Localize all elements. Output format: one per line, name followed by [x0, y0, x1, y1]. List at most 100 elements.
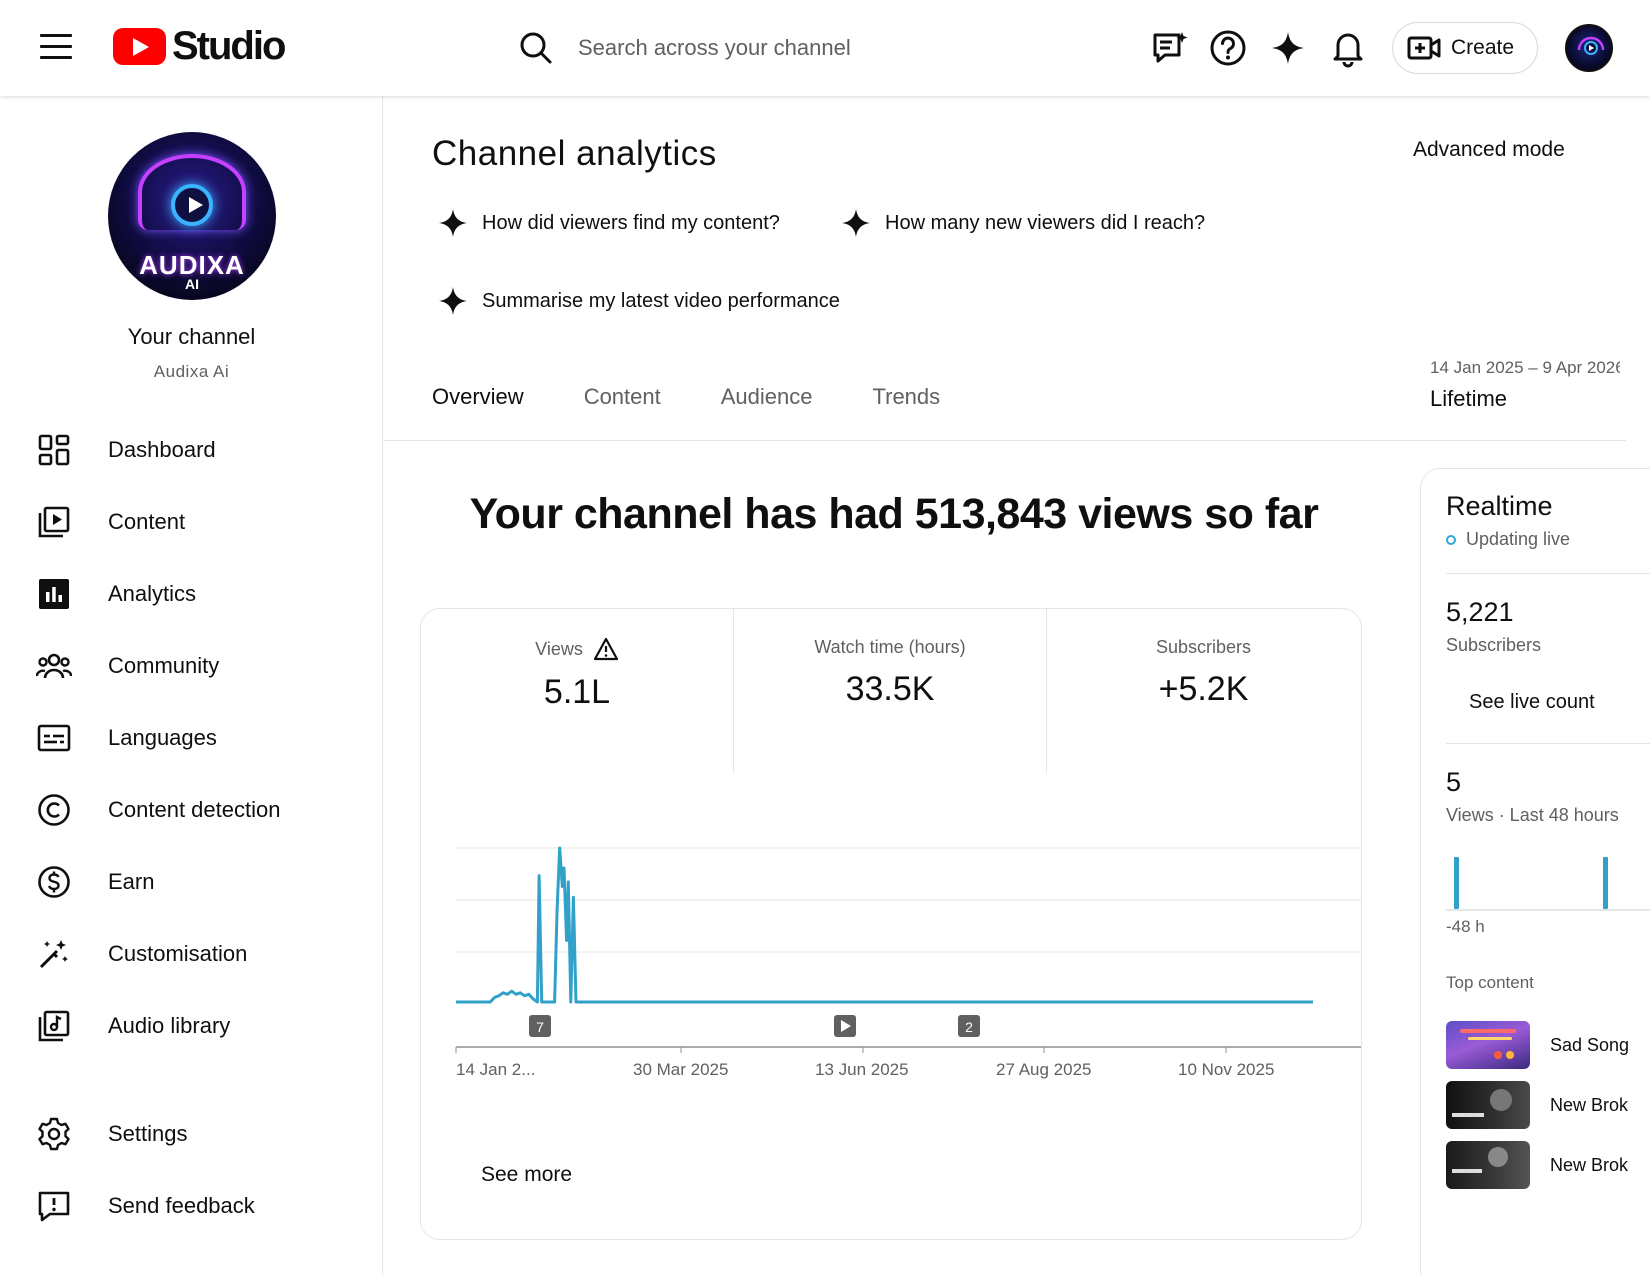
copyright-icon — [36, 792, 72, 828]
top-content-title: New Brok — [1550, 1094, 1629, 1115]
main-content: Channel analytics Advanced mode How did … — [384, 96, 1650, 1275]
help-icon[interactable] — [1208, 28, 1248, 68]
video-count-marker: 2 — [958, 1015, 980, 1037]
search-bar[interactable] — [518, 24, 998, 72]
channel-avatar[interactable]: AUDIXA AI — [108, 132, 276, 300]
ask-chip-new-viewers[interactable]: How many new viewers did I reach? — [841, 208, 1205, 238]
x-tick-label: 14 Jan 2... — [456, 1060, 535, 1079]
sidebar-item-settings[interactable]: Settings — [0, 1098, 383, 1170]
warning-icon — [593, 637, 618, 661]
date-range-text[interactable]: 14 Jan 2025 – 9 Apr 2026 — [1430, 358, 1620, 377]
views-headline: Your channel has had 513,843 views so fa… — [469, 490, 1319, 538]
top-content-title: Sad Song — [1550, 1034, 1630, 1055]
top-content-item[interactable]: New Brok — [1446, 1081, 1650, 1129]
page-title: Channel analytics — [432, 134, 717, 173]
video-count-marker: 7 — [529, 1015, 551, 1037]
x-tick-label: 27 Aug 2025 — [996, 1060, 1091, 1079]
magic-wand-icon — [36, 936, 72, 972]
audio-library-icon — [36, 1008, 72, 1044]
sidebar-item-label: Community — [108, 653, 220, 678]
updating-live-text: Updating live — [1466, 529, 1571, 549]
realtime-views-label: Views · Last 48 hours — [1446, 805, 1619, 825]
sidebar-item-analytics[interactable]: Analytics — [0, 558, 383, 630]
video-published-marker — [834, 1015, 856, 1037]
sidebar-item-label: Customisation — [108, 941, 248, 966]
metric-watch-time[interactable]: Watch time (hours) 33.5K — [734, 609, 1047, 773]
add-video-icon — [1407, 36, 1441, 60]
sidebar-item-label: Languages — [108, 725, 217, 750]
ask-chip-summary[interactable]: Summarise my latest video performance — [438, 286, 840, 316]
search-input[interactable] — [578, 35, 978, 61]
views-line-chart[interactable]: 14 Jan 2... 30 Mar 2025 13 Jun 2025 27 Aug … — [421, 773, 1362, 1143]
sparkle-icon[interactable] — [1268, 28, 1308, 68]
sidebar-item-languages[interactable]: Languages — [0, 702, 383, 774]
bell-icon[interactable] — [1328, 28, 1368, 68]
realtime-chart-axis-label: -48 h — [1446, 917, 1485, 936]
realtime-subscribers-count: 5,221 — [1446, 597, 1514, 627]
realtime-bar — [1454, 857, 1459, 909]
tab-trends[interactable]: Trends — [872, 384, 941, 409]
content-icon — [36, 504, 72, 540]
search-icon[interactable] — [518, 30, 554, 66]
tabs-divider — [384, 440, 1626, 441]
sidebar: AUDIXA AI Your channel Audixa Ai Dashboa… — [0, 96, 383, 1275]
sidebar-nav: Dashboard Content Analytics Community La… — [0, 414, 383, 1062]
advanced-mode-button[interactable]: Advanced mode — [1413, 138, 1565, 161]
sidebar-item-community[interactable]: Community — [0, 630, 383, 702]
logo-text: Studio — [172, 23, 286, 68]
dollar-icon — [36, 864, 72, 900]
realtime-bar — [1603, 857, 1608, 909]
ask-chip-traffic[interactable]: How did viewers find my content? — [438, 208, 780, 238]
sidebar-item-content[interactable]: Content — [0, 486, 383, 558]
metric-subscribers[interactable]: Subscribers +5.2K — [1047, 609, 1360, 773]
metric-views[interactable]: Views 5.1L — [421, 609, 734, 773]
x-tick-label: 10 Nov 2025 — [1178, 1060, 1274, 1079]
x-tick-label: 13 Jun 2025 — [815, 1060, 909, 1079]
studio-logo[interactable]: Studio — [113, 23, 286, 68]
realtime-views-bar-chart[interactable] — [1446, 851, 1650, 911]
sidebar-item-label: Settings — [108, 1121, 188, 1146]
menu-icon[interactable] — [40, 34, 72, 60]
tab-content[interactable]: Content — [583, 384, 661, 409]
play-graphic — [171, 184, 213, 226]
sidebar-item-audio-library[interactable]: Audio library — [0, 990, 383, 1062]
sidebar-item-content-detection[interactable]: Content detection — [0, 774, 383, 846]
metric-value: 33.5K — [845, 670, 935, 708]
svg-text:7: 7 — [536, 1019, 544, 1035]
top-content-label: Top content — [1446, 973, 1534, 992]
sidebar-item-customisation[interactable]: Customisation — [0, 918, 383, 990]
create-button[interactable]: Create — [1392, 22, 1538, 74]
comments-sparkle-icon[interactable] — [1150, 28, 1190, 68]
sparkle-icon — [842, 209, 870, 237]
video-thumbnail — [1446, 1081, 1530, 1129]
views-series-line — [456, 846, 1313, 1004]
sidebar-item-label: Content detection — [108, 797, 281, 822]
updating-live-status: Updating live — [1446, 529, 1570, 550]
account-avatar[interactable] — [1565, 24, 1613, 72]
sidebar-item-dashboard[interactable]: Dashboard — [0, 414, 383, 486]
date-range-selector[interactable]: Lifetime — [1430, 386, 1508, 411]
sidebar-item-label: Earn — [108, 869, 155, 894]
realtime-subscribers-label: Subscribers — [1446, 635, 1542, 655]
sidebar-item-label: Dashboard — [108, 437, 216, 462]
tab-audience[interactable]: Audience — [720, 384, 813, 409]
subtitles-icon — [36, 720, 72, 756]
top-content-item[interactable]: Sad Song — [1446, 1021, 1650, 1069]
sidebar-item-send-feedback[interactable]: Send feedback — [0, 1170, 383, 1242]
svg-text:2: 2 — [965, 1019, 973, 1035]
tab-overview[interactable]: Overview — [432, 384, 524, 409]
x-tick-label: 30 Mar 2025 — [633, 1060, 728, 1079]
see-live-count-button[interactable]: See live count — [1469, 691, 1595, 713]
see-more-button[interactable]: See more — [481, 1163, 573, 1186]
chip-label: How did viewers find my content? — [482, 211, 780, 234]
realtime-views-count: 5 — [1446, 767, 1462, 797]
metric-label: Views — [535, 638, 583, 659]
sidebar-item-label: Content — [108, 509, 186, 534]
sidebar-item-earn[interactable]: Earn — [0, 846, 383, 918]
video-thumbnail — [1446, 1141, 1530, 1189]
feedback-icon — [36, 1188, 72, 1224]
dashboard-icon — [36, 432, 72, 468]
top-content-item[interactable]: New Brok — [1446, 1141, 1650, 1189]
your-channel-label: Your channel — [127, 324, 256, 349]
video-thumbnail — [1446, 1021, 1530, 1069]
